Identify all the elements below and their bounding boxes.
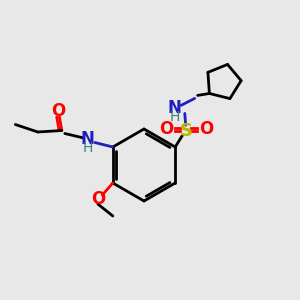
Text: H: H [82, 141, 92, 154]
Text: N: N [80, 130, 94, 148]
Text: O: O [51, 102, 65, 120]
Text: N: N [168, 99, 182, 117]
Text: O: O [199, 120, 213, 138]
Text: S: S [180, 122, 193, 140]
Text: H: H [169, 110, 180, 124]
Text: O: O [159, 120, 174, 138]
Text: O: O [91, 190, 105, 208]
